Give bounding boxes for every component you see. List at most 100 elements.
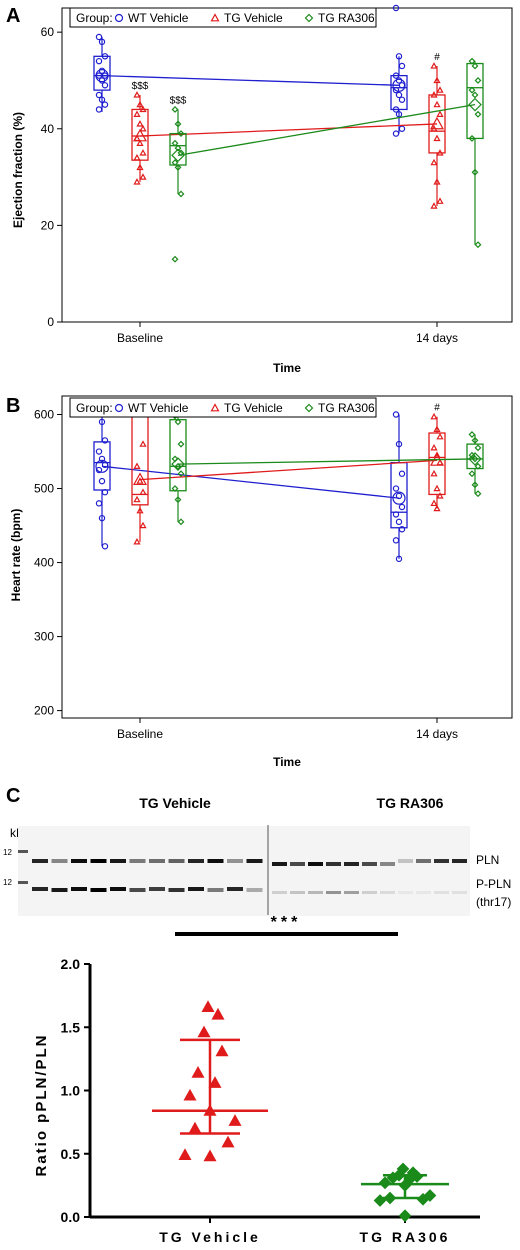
gel-band-pln-vehicle-11 <box>246 859 263 863</box>
panelB-point-2-1-4 <box>471 455 479 463</box>
panel-c-point-1-6 <box>378 1176 392 1190</box>
panelB-point-1-0-9 <box>133 537 141 545</box>
panel-b-letter: B <box>6 395 20 417</box>
panelB-ytick-label-1: 300 <box>34 630 54 644</box>
panelA-series-1: $$$ # <box>131 52 446 209</box>
panelB-xtick-label-1: 14 days <box>416 727 458 741</box>
panel-c-point-0-6 <box>183 1088 197 1101</box>
panel-a-x-label: Time <box>273 361 301 375</box>
panelB-point-1-0-2 <box>139 440 147 447</box>
panelA-point-2-0-4 <box>174 144 182 152</box>
panelA-point-0-1-0 <box>392 4 400 12</box>
panelA-legend-marker-1 <box>210 13 220 22</box>
significance-stars: *** <box>271 914 302 931</box>
panelA-point-1-1-3 <box>430 91 438 98</box>
panelA-point-2-0-5 <box>177 149 185 157</box>
gel-marker-label-lower: 12 <box>3 878 12 887</box>
panelB-point-0-0-7 <box>98 477 106 485</box>
panel-c-point-0-9 <box>188 1121 202 1134</box>
panelA-point-0-1-11 <box>398 125 406 132</box>
gel-band-ppln-vehicle-5 <box>129 888 146 892</box>
gel-band-pln-ra306-4 <box>344 862 359 866</box>
gel-band-pln-ra306-3 <box>326 862 341 866</box>
panelB-point-1-1-7 <box>433 484 441 492</box>
panel-c-point-0-11 <box>178 1148 192 1161</box>
panelB-point-2-1-1 <box>471 436 479 444</box>
panelA-point-0-0-9 <box>95 91 103 99</box>
gel-band-pln-vehicle-1 <box>51 859 68 863</box>
panel-c-xtick-label-1: TG RA306 <box>360 1229 451 1245</box>
gel-band-pln-ra306-10 <box>452 859 467 863</box>
panel-c-point-0-10 <box>221 1135 235 1148</box>
panel-c-point-0-12 <box>203 1149 217 1162</box>
panelB-series-2 <box>169 412 484 526</box>
panelB-mean-marker-2-0 <box>171 457 185 471</box>
panelA-point-0-0-10 <box>98 96 106 103</box>
panelB-annotation-1-1: # <box>434 403 440 414</box>
panelA-point-1-1-10 <box>433 178 441 185</box>
panelA-point-1-0-0 <box>133 91 141 98</box>
panelB-point-1-1-2 <box>436 432 444 440</box>
panel-a: A 0 20 40 60 Baseline 14 days $$$ # $$$ Ejecti… <box>6 4 513 375</box>
panelB-series-0 <box>93 406 408 563</box>
panelA-legend-marker-2 <box>304 13 314 23</box>
panel-c-letter: C <box>6 785 20 807</box>
panelA-point-1-1-12 <box>430 202 438 209</box>
panelA-point-1-0-12 <box>133 178 141 185</box>
panelA-point-1-1-2 <box>436 86 444 93</box>
panelA-annotation-1-0: $$$ <box>132 81 149 92</box>
panelA-point-2-1-1 <box>471 62 479 70</box>
panel-a-x-axis: Baseline 14 days <box>117 322 458 345</box>
panel-c-point-0-5 <box>208 1076 222 1088</box>
panelB-point-2-1-5 <box>474 462 482 470</box>
panelB-point-1-0-8 <box>139 521 147 529</box>
panelA-box-2-1 <box>466 62 484 140</box>
gel-band-pln-vehicle-6 <box>149 859 165 863</box>
gel-band-ppln-vehicle-3 <box>90 888 107 892</box>
panelA-point-0-1-9 <box>392 106 400 113</box>
gel-band-label-thr17: (thr17) <box>476 895 511 909</box>
panelB-point-2-0-2 <box>177 440 185 448</box>
panelA-point-1-1-4 <box>433 100 441 108</box>
panelA-point-0-0-11 <box>101 101 109 108</box>
panelB-point-1-1-9 <box>430 499 438 507</box>
panelB-point-0-1-1 <box>395 440 403 448</box>
panel-c-point-0-2 <box>197 1025 211 1038</box>
panelA-point-1-1-11 <box>436 197 444 204</box>
panelA-point-1-0-9 <box>133 153 141 161</box>
panel-b-legend-title: Group: <box>76 401 113 415</box>
panelB-mean-line-2 <box>177 458 476 465</box>
gel-band-ppln-ra306-7 <box>398 891 413 894</box>
panel-b-frame <box>61 395 513 719</box>
panelA-mean-marker-2-1 <box>468 97 482 112</box>
panelA-point-1-0-2 <box>139 105 147 113</box>
panelA-point-1-0-4 <box>136 120 144 127</box>
panelB-point-2-1-6 <box>468 470 476 478</box>
panelA-ytick-label-2: 40 <box>41 122 55 136</box>
panel-a-legend: Group: WT Vehicle TG Vehicle TG RA306 <box>69 7 377 28</box>
panelA-point-1-1-9 <box>430 158 438 166</box>
gel-band-ppln-ra306-0 <box>272 891 287 894</box>
panel-a-frame <box>61 7 513 323</box>
gel-band-pln-vehicle-5 <box>129 859 146 863</box>
panelA-point-0-0-3 <box>95 57 103 65</box>
panel-c-point-0-0 <box>201 1000 215 1013</box>
gel-band-ppln-vehicle-4 <box>110 887 126 891</box>
panelA-point-2-1-8 <box>474 241 482 249</box>
gel-band-pln-ra306-9 <box>434 859 449 863</box>
gel-band-ppln-vehicle-8 <box>188 887 204 891</box>
panelB-mean-line-0 <box>101 465 400 499</box>
panelB-point-2-0-7 <box>174 496 182 504</box>
panel-a-y-label: Ejection fraction (%) <box>11 112 25 228</box>
panelB-mean-marker-2-1 <box>468 452 482 466</box>
gel-band-pln-ra306-1 <box>290 862 305 866</box>
panelB-box-1-1 <box>428 432 446 496</box>
gel-group-title-ra306: TG RA306 <box>377 795 444 811</box>
gel-marker-label-upper: 12 <box>3 848 12 857</box>
panelA-point-0-1-8 <box>398 96 406 103</box>
panel-c-series-1 <box>361 1162 449 1223</box>
panelB-legend-label-2: TG RA306 <box>318 401 375 415</box>
panelA-xtick-label-0: Baseline <box>117 331 163 345</box>
gel-band-ppln-ra306-1 <box>290 891 305 894</box>
panelA-mean-line-1 <box>139 123 438 137</box>
